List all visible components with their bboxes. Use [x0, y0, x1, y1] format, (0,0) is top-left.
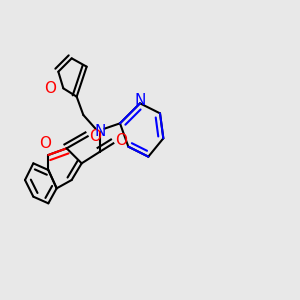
Text: O: O	[89, 129, 101, 144]
Text: O: O	[39, 136, 51, 151]
Text: N: N	[94, 124, 106, 139]
Text: O: O	[115, 133, 127, 148]
Text: N: N	[134, 93, 146, 108]
Text: O: O	[44, 81, 56, 96]
